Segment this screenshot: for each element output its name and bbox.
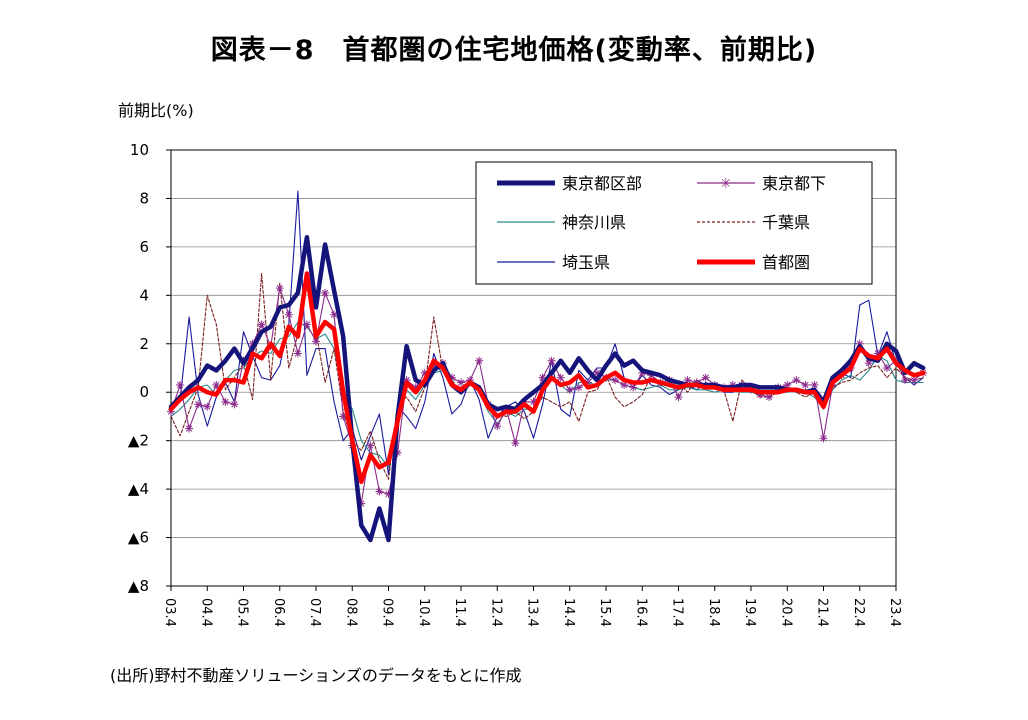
chart-title: 図表－8 首都圏の住宅地価格(変動率、前期比)	[210, 35, 818, 66]
y-axis-ticks: 10 8 6 4 2 0 ▲2 ▲4 ▲6 ▲8	[128, 141, 171, 595]
legend-label-tokyo-shita: 東京都下	[762, 174, 826, 193]
x-tick-label: 20.4	[778, 598, 793, 627]
series-marker-1	[565, 385, 574, 394]
series-marker-1	[293, 349, 302, 358]
x-tick-label: 11.4	[452, 598, 467, 627]
series-marker-1	[910, 376, 919, 385]
series-marker-1	[457, 378, 465, 387]
legend-label-shutoken: 首都圏	[762, 253, 810, 272]
x-tick-label: 13.4	[525, 598, 540, 627]
x-tick-label: 05.4	[235, 598, 250, 627]
legend-label-chiba: 千葉県	[762, 213, 810, 232]
y-tick-label: 6	[139, 238, 149, 256]
x-tick-label: 22.4	[851, 598, 866, 627]
y-tick-label: ▲4	[128, 480, 149, 498]
x-tick-label: 21.4	[815, 598, 830, 627]
x-tick-label: 10.4	[416, 598, 431, 627]
x-axis-ticks: 03.4 04.4 05.4 06.4 07.4 08.4 09.4 10.4 11.4 12.4…	[162, 586, 902, 627]
y-tick-label: 10	[130, 141, 149, 159]
y-tick-label: 2	[139, 335, 149, 353]
y-tick-label: ▲6	[128, 529, 149, 547]
series-marker-1	[574, 383, 583, 392]
series-marker-1	[792, 376, 801, 385]
series-line-5	[168, 271, 926, 485]
series-marker-1	[321, 288, 330, 297]
series-marker-1	[257, 320, 266, 329]
series-marker-1	[212, 380, 221, 389]
series-marker-1	[511, 439, 520, 448]
series-marker-1	[547, 356, 556, 365]
legend-marker-tokyo-shita: ✳	[720, 176, 732, 192]
series-marker-1	[901, 376, 910, 385]
series-marker-1	[275, 284, 284, 293]
x-tick-label: 09.4	[380, 598, 395, 627]
series-marker-1	[366, 441, 375, 450]
series-marker-1	[302, 320, 311, 329]
x-tick-label: 14.4	[561, 598, 576, 627]
series-marker-1	[701, 373, 710, 382]
x-tick-label: 15.4	[597, 598, 612, 627]
series-marker-1	[194, 400, 203, 409]
series-marker-1	[185, 424, 194, 433]
series-marker-1	[375, 487, 384, 496]
x-tick-label: 17.4	[670, 598, 685, 627]
y-tick-label: 0	[139, 383, 149, 401]
x-tick-label: 16.4	[633, 598, 648, 627]
series-marker-1	[810, 380, 819, 389]
series-marker-1	[176, 380, 185, 389]
series-marker-1	[475, 356, 484, 365]
series-marker-1	[221, 397, 230, 406]
legend-label-tokyo-ku: 東京都区部	[562, 174, 642, 193]
series-marker-1	[230, 400, 239, 409]
series-marker-1	[493, 422, 502, 431]
x-tick-label: 03.4	[162, 598, 177, 627]
series-marker-1	[611, 376, 620, 385]
y-tick-label: 4	[139, 286, 149, 304]
x-tick-label: 04.4	[198, 598, 213, 627]
series-lines	[167, 190, 928, 543]
y-tick-label: ▲8	[128, 577, 149, 595]
x-tick-label: 06.4	[271, 598, 286, 627]
y-axis-unit-label: 前期比(%)	[118, 101, 194, 120]
series-marker-1	[203, 402, 212, 411]
x-tick-label: 07.4	[307, 598, 322, 627]
x-tick-label: 12.4	[488, 598, 503, 627]
series-marker-1	[556, 373, 565, 382]
series-marker-1	[284, 310, 293, 319]
x-tick-label: 19.4	[742, 598, 757, 627]
series-marker-1	[801, 380, 810, 389]
series-marker-1	[683, 376, 692, 385]
legend-label-saitama: 埼玉県	[562, 253, 610, 272]
series-marker-1	[330, 310, 339, 319]
series-marker-1	[312, 337, 320, 346]
x-tick-label: 08.4	[343, 598, 358, 627]
source-note: (出所)野村不動産ソリューションズのデータをもとに作成	[110, 666, 522, 685]
series-marker-1	[882, 364, 891, 372]
legend: 東京都区部 ✳ 東京都下 神奈川県 千葉県 埼玉県 首都圏	[475, 161, 873, 285]
legend-label-kanagawa: 神奈川県	[562, 213, 626, 232]
y-tick-label: ▲2	[128, 432, 149, 450]
x-tick-label: 18.4	[706, 598, 721, 627]
series-marker-1	[674, 393, 683, 402]
series-line-3	[170, 272, 924, 480]
series-marker-1	[819, 434, 828, 443]
y-tick-label: 8	[139, 189, 149, 207]
x-tick-label: 23.4	[887, 598, 902, 627]
